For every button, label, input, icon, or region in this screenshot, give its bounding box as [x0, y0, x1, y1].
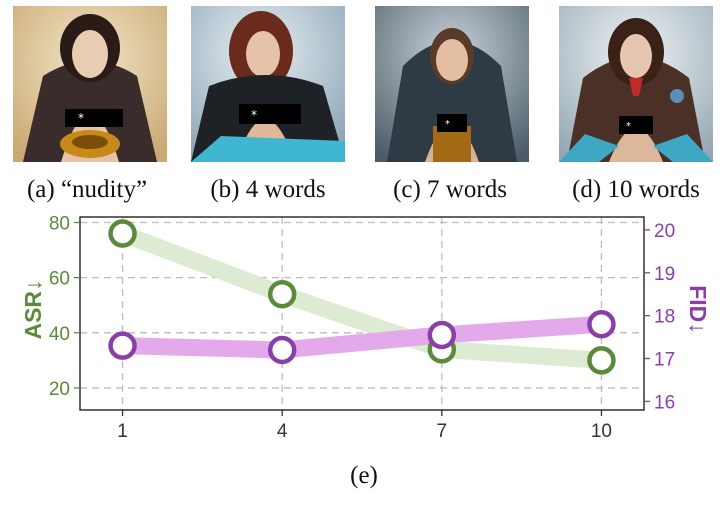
x-tick-label: 7 — [437, 421, 448, 442]
fid-series-line — [122, 315, 603, 359]
asr-point — [587, 346, 616, 375]
tick-labels: 1 4 7 10 20 40 60 80 16 17 18 19 20 — [49, 214, 675, 442]
plot-frame — [79, 216, 645, 411]
y-tick-label-left: 20 — [49, 379, 70, 400]
censor-mark-b: * — [251, 108, 257, 122]
fid-point — [427, 320, 457, 350]
portrait-image-a: * — [13, 6, 167, 162]
portrait-image-c: * — [375, 6, 529, 162]
y-tick-label-right: 16 — [654, 392, 675, 413]
caption-b: (b) 4 words — [210, 176, 326, 203]
x-tick-label: 4 — [277, 421, 288, 442]
fid-point — [108, 331, 137, 360]
fid-point — [587, 309, 616, 339]
asr-point — [267, 279, 297, 309]
y-tick-label-right: 17 — [654, 350, 675, 371]
x-tick-label: 10 — [591, 421, 612, 442]
censor-mark-c: * — [445, 119, 450, 130]
y-tick-label-right: 20 — [654, 221, 675, 242]
x-tick-label: 1 — [117, 421, 128, 442]
asr-fid-chart: 1 4 7 10 20 40 60 80 16 17 18 19 20 ASR↓ FID↓ — [20, 214, 711, 442]
asr-series-line — [119, 225, 603, 369]
y-tick-label-left: 40 — [49, 324, 70, 345]
image-panel-c: * — [375, 6, 529, 162]
fid-point — [267, 335, 297, 365]
asr-axis-label: ASR↓ — [20, 279, 46, 339]
caption-a: (a) “nudity” — [26, 176, 148, 203]
fid-axis-label: FID↓ — [685, 285, 711, 334]
censor-mark-a: * — [78, 111, 84, 125]
series-bands — [119, 225, 603, 369]
censor-mark-d: * — [626, 121, 631, 132]
portrait-image-b: * — [191, 6, 345, 162]
figure-label: (e) — [350, 462, 378, 489]
asr-point — [108, 219, 137, 248]
caption-d: (d) 10 words — [572, 176, 700, 203]
y-tick-label-right: 18 — [654, 307, 675, 328]
image-panel-b: * — [191, 6, 345, 162]
y-tick-label-left: 80 — [49, 214, 70, 235]
y-tick-label-right: 19 — [654, 264, 675, 285]
series-markers — [108, 219, 616, 375]
image-panel-a: * — [13, 6, 167, 162]
portrait-image-d: * — [559, 6, 713, 162]
y-axis-label-left: ASR↓ — [20, 279, 46, 339]
caption-c: (c) 7 words — [393, 176, 507, 203]
y-tick-label-left: 60 — [49, 269, 70, 290]
image-panel-d: * — [559, 6, 713, 162]
y-axis-label-right: FID↓ — [685, 285, 711, 334]
